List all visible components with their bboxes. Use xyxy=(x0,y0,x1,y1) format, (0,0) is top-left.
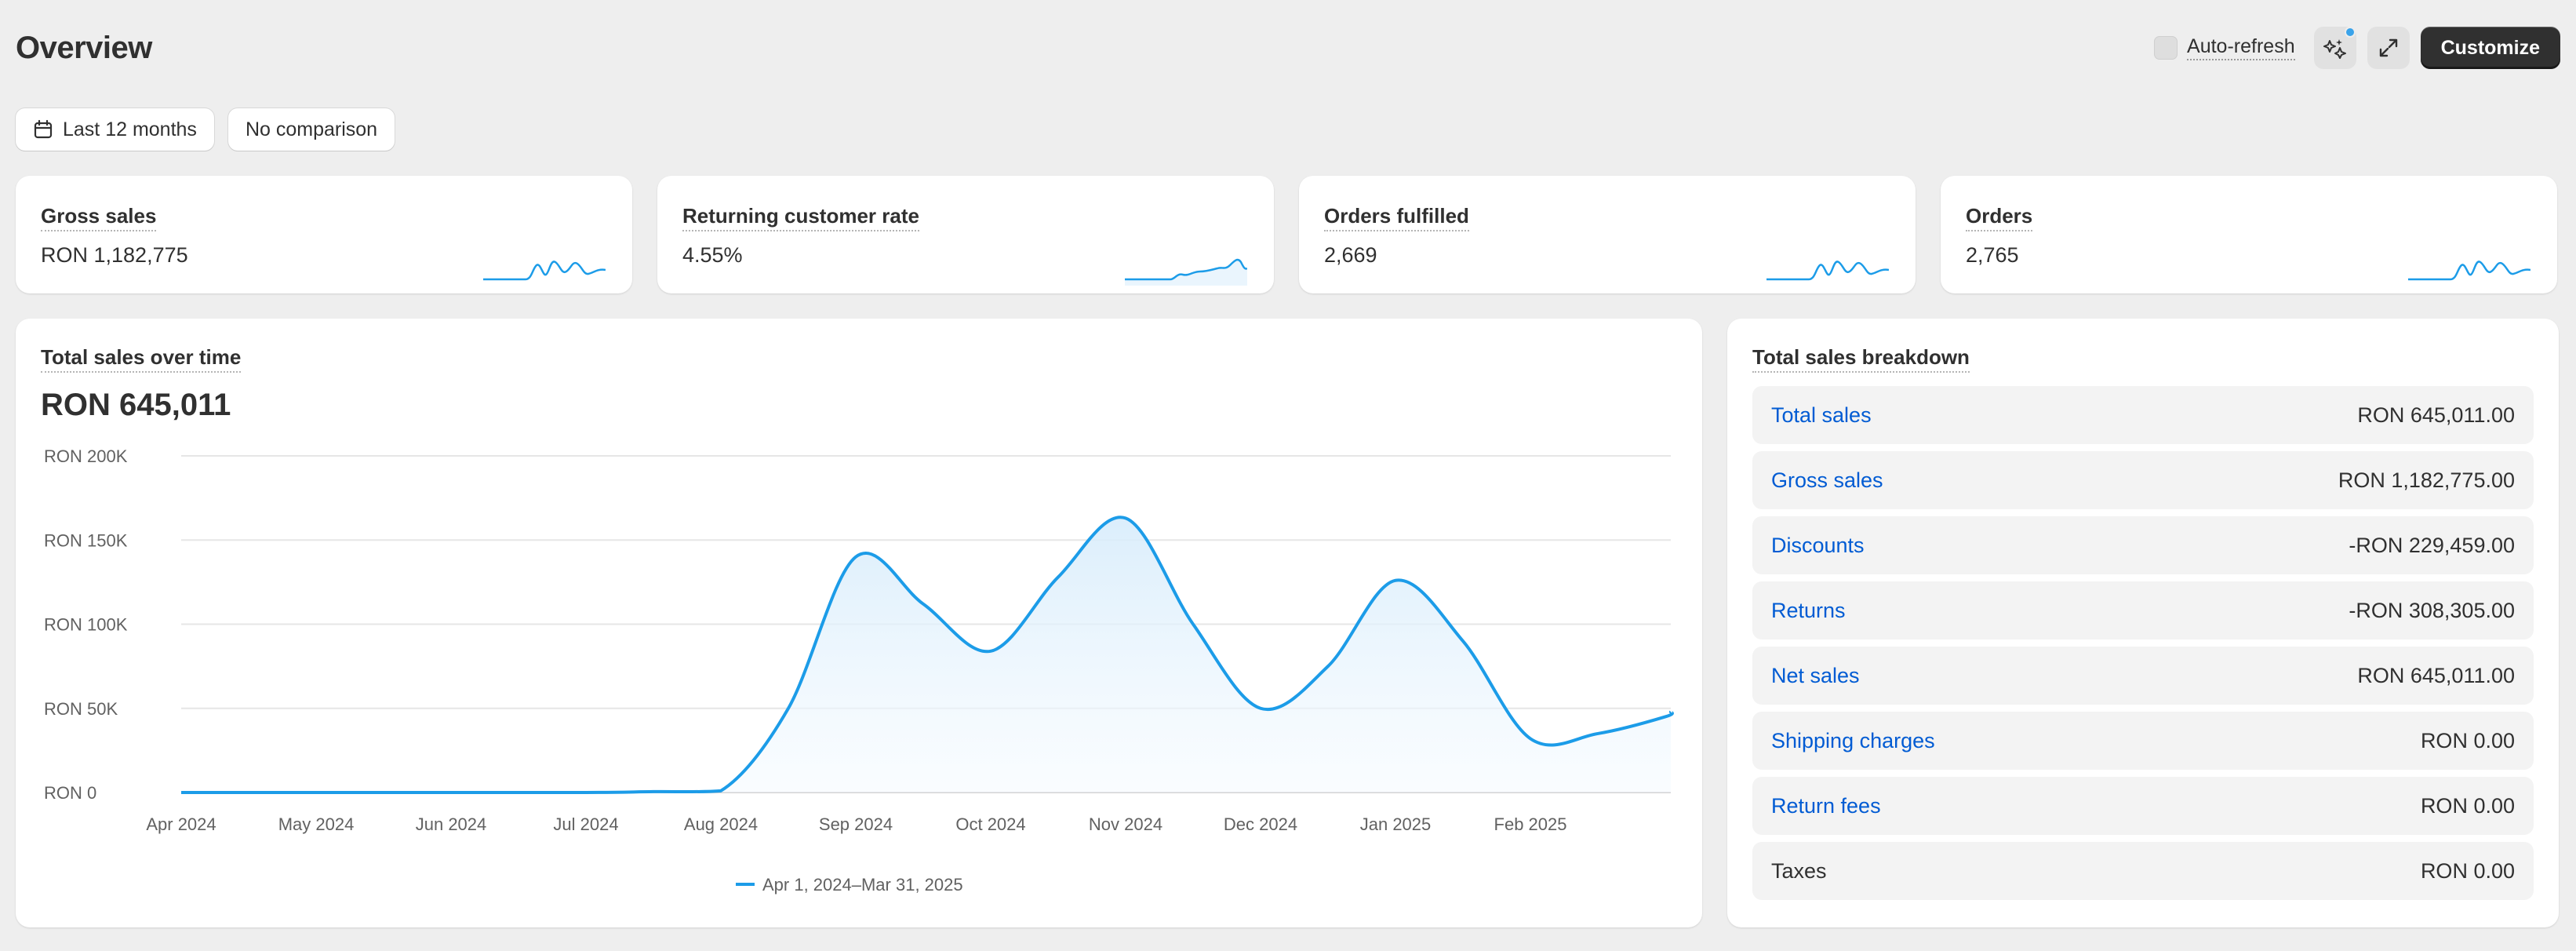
breakdown-row[interactable]: Return fees RON 0.00 xyxy=(1752,777,2534,835)
header-actions: Auto-refresh Customize xyxy=(2154,27,2560,69)
insights-button[interactable] xyxy=(2313,27,2356,69)
chart-legend[interactable]: Apr 1, 2024–Mar 31, 2025 xyxy=(736,875,963,895)
auto-refresh-checkbox[interactable] xyxy=(2154,36,2178,60)
date-range-button[interactable]: Last 12 months xyxy=(16,108,214,151)
y-tick-label: RON 200K xyxy=(44,446,128,466)
kpi-card-orders[interactable]: Orders 2,765 xyxy=(1941,176,2557,293)
kpi-label[interactable]: Gross sales xyxy=(41,204,157,231)
x-tick-label: Jul 2024 xyxy=(553,814,618,834)
date-range-label: Last 12 months xyxy=(63,118,197,140)
auto-refresh-label: Auto-refresh xyxy=(2187,35,2295,60)
x-tick-label: Nov 2024 xyxy=(1089,814,1162,834)
x-tick-label: Oct 2024 xyxy=(955,814,1025,834)
notification-dot xyxy=(2344,27,2356,38)
breakdown-row-label: Taxes xyxy=(1771,858,1827,883)
breakdown-row-value: RON 0.00 xyxy=(2420,728,2515,752)
x-tick-label: May 2024 xyxy=(278,814,355,834)
calendar-icon xyxy=(34,119,53,139)
breakdown-row-value: -RON 229,459.00 xyxy=(2349,533,2515,557)
x-tick-label: Aug 2024 xyxy=(684,814,758,834)
breakdown-row-label[interactable]: Shipping charges xyxy=(1771,728,1935,752)
breakdown-row[interactable]: Shipping charges RON 0.00 xyxy=(1752,712,2534,770)
sparkline xyxy=(2408,261,2531,281)
breakdown-row[interactable]: Net sales RON 645,011.00 xyxy=(1752,647,2534,705)
sparkline xyxy=(1766,261,1889,281)
sales-breakdown-title[interactable]: Total sales breakdown xyxy=(1752,345,1970,373)
sparkline xyxy=(1125,258,1247,286)
sales-over-time-value: RON 645,011 xyxy=(41,388,231,422)
breakdown-row-value: RON 645,011.00 xyxy=(2357,663,2515,687)
fullscreen-button[interactable] xyxy=(2367,27,2410,69)
kpi-value: 4.55% xyxy=(682,243,743,267)
breakdown-row-label[interactable]: Return fees xyxy=(1771,793,1881,818)
x-tick-label: Jun 2024 xyxy=(416,814,487,834)
kpi-label[interactable]: Returning customer rate xyxy=(682,204,919,231)
y-tick-label: RON 150K xyxy=(44,530,128,550)
sales-breakdown-card: Total sales breakdown Total sales RON 645… xyxy=(1727,319,2559,927)
breakdown-row-value: RON 0.00 xyxy=(2420,858,2515,883)
kpi-value: 2,765 xyxy=(1966,243,2019,267)
filter-bar: Last 12 months No comparison xyxy=(16,108,395,151)
kpi-value: RON 1,182,775 xyxy=(41,243,188,267)
breakdown-row[interactable]: Returns -RON 308,305.00 xyxy=(1752,581,2534,639)
page-header: Overview Auto-refresh Customize xyxy=(16,20,2560,75)
sales-over-time-title[interactable]: Total sales over time xyxy=(41,345,242,373)
breakdown-row[interactable]: Discounts -RON 229,459.00 xyxy=(1752,516,2534,574)
comparison-button[interactable]: No comparison xyxy=(227,108,395,151)
breakdown-row-label[interactable]: Total sales xyxy=(1771,403,1872,427)
series-line[interactable] xyxy=(181,516,1674,795)
x-tick-label: Sep 2024 xyxy=(819,814,893,834)
breakdown-row-value: RON 1,182,775.00 xyxy=(2338,468,2515,492)
auto-refresh-toggle[interactable]: Auto-refresh xyxy=(2154,35,2295,60)
x-tick-label: Feb 2025 xyxy=(1494,814,1567,834)
kpi-label[interactable]: Orders xyxy=(1966,204,2033,231)
kpi-value: 2,669 xyxy=(1324,243,1377,267)
breakdown-row-value: RON 645,011.00 xyxy=(2357,403,2515,427)
comparison-label: No comparison xyxy=(245,118,378,140)
page-title: Overview xyxy=(16,30,152,65)
expand-icon xyxy=(2379,38,2397,57)
breakdown-row-label[interactable]: Net sales xyxy=(1771,663,1860,687)
kpi-card-orders-fulfilled[interactable]: Orders fulfilled 2,669 xyxy=(1299,176,1916,293)
kpi-row: Gross sales RON 1,182,775 Returning cust… xyxy=(16,176,2557,293)
x-tick-label: Dec 2024 xyxy=(1224,814,1297,834)
kpi-label[interactable]: Orders fulfilled xyxy=(1324,204,1469,231)
y-tick-label: RON 100K xyxy=(44,615,128,635)
sparkline xyxy=(483,261,606,281)
legend-label: Apr 1, 2024–Mar 31, 2025 xyxy=(762,875,963,895)
y-tick-label: RON 0 xyxy=(44,783,96,803)
y-tick-label: RON 50K xyxy=(44,699,118,719)
breakdown-row-label[interactable]: Discounts xyxy=(1771,533,1865,557)
breakdown-row-value: -RON 308,305.00 xyxy=(2349,598,2515,622)
customize-button[interactable]: Customize xyxy=(2420,27,2560,69)
x-tick-label: Apr 2024 xyxy=(146,814,216,834)
sparkle-icon xyxy=(2323,39,2346,59)
breakdown-row-label[interactable]: Gross sales xyxy=(1771,468,1883,492)
breakdown-row-value: RON 0.00 xyxy=(2420,793,2515,818)
breakdown-row[interactable]: Total sales RON 645,011.00 xyxy=(1752,386,2534,444)
breakdown-row[interactable]: Gross sales RON 1,182,775.00 xyxy=(1752,451,2534,509)
x-tick-label: Jan 2025 xyxy=(1360,814,1432,834)
kpi-card-gross-sales[interactable]: Gross sales RON 1,182,775 xyxy=(16,176,632,293)
series-area xyxy=(181,517,1672,792)
kpi-card-returning-customer-rate[interactable]: Returning customer rate 4.55% xyxy=(657,176,1274,293)
breakdown-row: Taxes RON 0.00 xyxy=(1752,842,2534,900)
sales-chart: RON 0 RON 50K RON 100K RON 150K RON 200K Apr … xyxy=(44,446,1674,895)
breakdown-list: Total sales RON 645,011.00 Gross sales RON … xyxy=(1752,386,2534,907)
breakdown-row-label[interactable]: Returns xyxy=(1771,598,1846,622)
